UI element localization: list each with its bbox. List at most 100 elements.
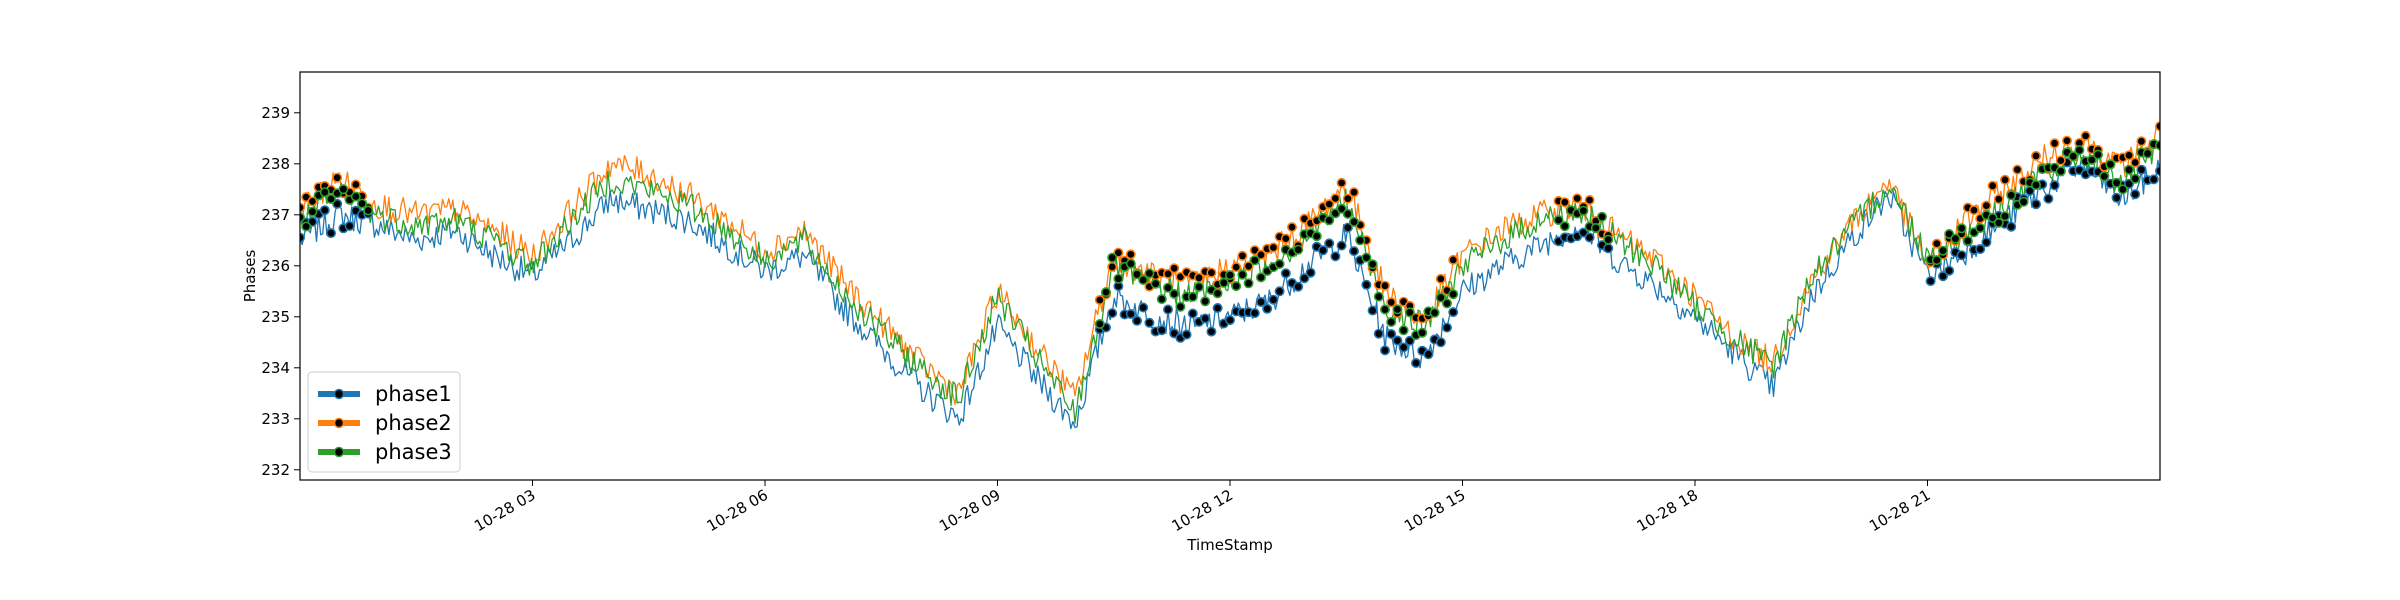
marker-phase1 <box>2049 180 2060 191</box>
marker-phase3 <box>1212 288 1223 299</box>
marker-phase1 <box>1981 237 1992 248</box>
marker-phase1 <box>300 232 305 243</box>
marker-phase1 <box>1373 328 1384 339</box>
marker-phase3 <box>1194 281 1205 292</box>
marker-phase2 <box>2124 150 2135 161</box>
marker-phase1 <box>1448 307 1459 318</box>
marker-phase1 <box>1225 315 1236 326</box>
marker-phase2 <box>1336 177 1347 188</box>
marker-phase1 <box>1404 335 1415 346</box>
marker-phase3 <box>1243 278 1254 289</box>
marker-phase3 <box>1349 216 1360 227</box>
marker-phase3 <box>300 212 305 223</box>
marker-phase1 <box>1342 222 1353 233</box>
marker-phase3 <box>1373 291 1384 302</box>
marker-phase3 <box>2142 148 2153 159</box>
marker-phase2 <box>1324 199 1335 210</box>
marker-phase3 <box>2093 149 2104 160</box>
y-tick-label: 237 <box>261 206 290 224</box>
marker-phase1 <box>1392 335 1403 346</box>
marker-phase3 <box>1107 252 1118 263</box>
marker-phase3 <box>1950 233 1961 244</box>
marker-phase2 <box>1342 193 1353 204</box>
marker-phase1 <box>2155 165 2160 176</box>
marker-phase3 <box>2155 140 2160 151</box>
marker-phase3 <box>1163 282 1174 293</box>
marker-phase1 <box>2130 189 2141 200</box>
marker-phase3 <box>1237 269 1248 280</box>
marker-phase3 <box>1187 291 1198 302</box>
marker-phase3 <box>1218 277 1229 288</box>
marker-phase3 <box>1324 215 1335 226</box>
marker-phase1 <box>1138 302 1149 313</box>
marker-phase3 <box>1113 273 1124 284</box>
marker-phase2 <box>1287 222 1298 233</box>
marker-phase2 <box>2031 150 2042 161</box>
marker-phase1 <box>1262 303 1273 314</box>
marker-phase1 <box>2043 193 2054 204</box>
marker-phase2 <box>2055 155 2066 166</box>
marker-phase2 <box>1349 187 1360 198</box>
marker-phase1 <box>344 221 355 232</box>
marker-phase1 <box>319 205 330 216</box>
marker-phase3 <box>2018 196 2029 207</box>
marker-phase3 <box>1169 288 1180 299</box>
marker-phase3 <box>1956 223 1967 234</box>
marker-phase2 <box>1256 249 1267 260</box>
marker-phase3 <box>1559 221 1570 232</box>
marker-phase2 <box>350 179 361 190</box>
marker-phase2 <box>300 202 305 213</box>
marker-phase1 <box>1411 357 1422 368</box>
marker-phase3 <box>1987 212 1998 223</box>
marker-phase3 <box>1101 287 1112 298</box>
marker-phase3 <box>1590 223 1601 234</box>
marker-phase1 <box>2111 192 2122 203</box>
marker-phase3 <box>1398 325 1409 336</box>
legend: phase1 phase2 phase3 <box>307 371 461 473</box>
marker-phase2 <box>2062 135 2073 146</box>
marker-phase3 <box>363 205 374 216</box>
marker-phase3 <box>307 206 318 217</box>
marker-phase1 <box>1274 286 1285 297</box>
marker-phase3 <box>1435 292 1446 303</box>
marker-phase1 <box>2148 174 2159 185</box>
marker-phase1 <box>1293 281 1304 292</box>
marker-phase2 <box>1448 254 1459 265</box>
marker-phase3 <box>2105 159 2116 170</box>
marker-phase1 <box>1181 329 1192 340</box>
marker-phase3 <box>1144 268 1155 279</box>
marker-phase3 <box>1231 281 1242 292</box>
marker-phase2 <box>1237 250 1248 261</box>
marker-phase1 <box>1107 308 1118 319</box>
marker-phase1 <box>2031 199 2042 210</box>
marker-phase3 <box>1225 270 1236 281</box>
legend-label-phase2: phase2 <box>375 411 452 435</box>
marker-phase3 <box>1138 274 1149 285</box>
marker-phase1 <box>325 228 336 239</box>
legend-label-phase1: phase1 <box>375 382 452 406</box>
marker-phase1 <box>1163 304 1174 315</box>
y-axis: 232 233 234 235 236 237 238 239 <box>261 104 300 479</box>
marker-phase2 <box>1987 180 1998 191</box>
marker-phase3 <box>1293 244 1304 255</box>
marker-phase3 <box>1429 307 1440 318</box>
x-axis-label: TimeStamp <box>1186 536 1272 554</box>
marker-phase1 <box>1132 315 1143 326</box>
y-tick-label: 236 <box>261 257 290 275</box>
marker-phase1 <box>1187 308 1198 319</box>
marker-phase3 <box>1150 278 1161 289</box>
marker-phase2 <box>2155 121 2160 132</box>
marker-phase1 <box>1305 267 1316 278</box>
marker-phase1 <box>1349 246 1360 257</box>
marker-phase1 <box>1336 240 1347 251</box>
marker-phase2 <box>1993 194 2004 205</box>
marker-phase3 <box>1094 318 1105 329</box>
marker-phase2 <box>1386 297 1397 308</box>
marker-phase2 <box>1280 233 1291 244</box>
marker-phase3 <box>1274 258 1285 269</box>
marker-phase1 <box>1975 244 1986 255</box>
marker-phase1 <box>2136 164 2147 175</box>
marker-phase3 <box>1448 289 1459 300</box>
